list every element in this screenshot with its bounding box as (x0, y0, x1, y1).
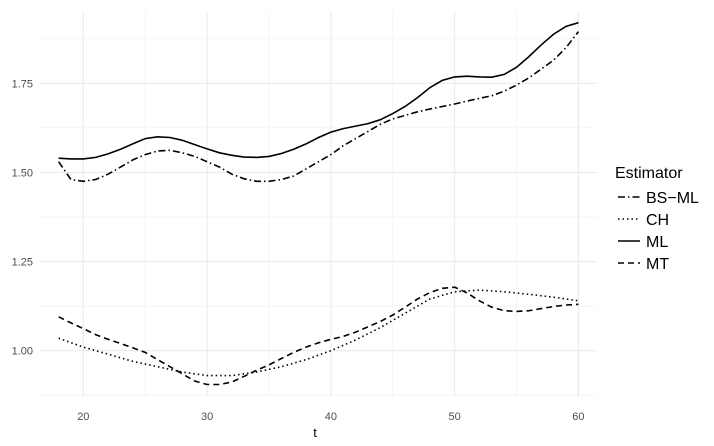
legend-label-ml: ML (646, 234, 668, 251)
legend-label-ch: CH (646, 212, 669, 229)
legend-label-bs-ml: BS−ML (646, 190, 699, 207)
legend: Estimator BS−ML CH ML MT (615, 165, 699, 273)
y-tick-label: 1.75 (12, 78, 33, 90)
legend-label-mt: MT (646, 256, 669, 273)
x-axis-tick-labels: 20 30 40 50 60 (77, 411, 584, 423)
series-line-ml (58, 21, 579, 160)
major-gridlines (40, 12, 597, 397)
legend-title: Estimator (615, 165, 683, 182)
series-line-mt (58, 286, 579, 386)
x-tick-label: 20 (77, 411, 89, 423)
x-tick-label: 30 (201, 411, 213, 423)
series-line-ch (58, 289, 579, 377)
y-tick-label: 1.00 (12, 346, 33, 358)
series-lines (57, 21, 580, 386)
legend-items: BS−ML CH ML MT (618, 190, 699, 273)
x-tick-label: 40 (325, 411, 337, 423)
x-tick-label: 60 (572, 411, 584, 423)
y-tick-label: 1.25 (12, 257, 33, 269)
minor-gridlines (40, 12, 597, 397)
x-axis-title: t (313, 425, 317, 440)
series-line-bs-ml (57, 31, 580, 183)
x-tick-label: 50 (449, 411, 461, 423)
y-tick-label: 1.50 (12, 167, 33, 179)
y-axis-tick-labels: 1.00 1.25 1.50 1.75 (12, 78, 33, 357)
